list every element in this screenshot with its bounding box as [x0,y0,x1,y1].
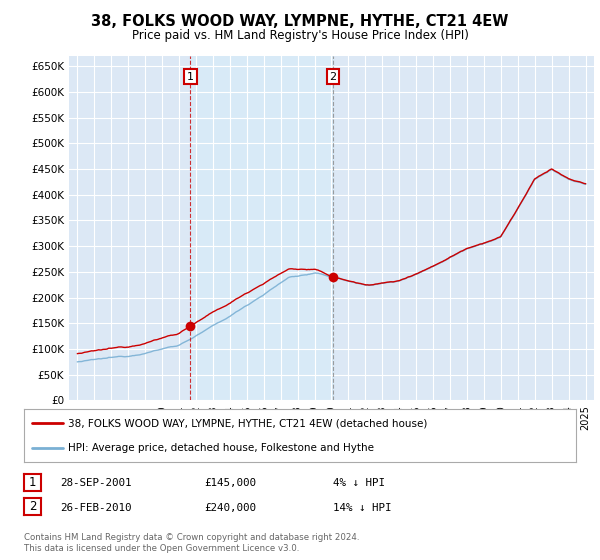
Text: 2: 2 [29,500,36,514]
Text: 14% ↓ HPI: 14% ↓ HPI [333,503,392,513]
Text: 1: 1 [29,475,36,489]
Text: Contains HM Land Registry data © Crown copyright and database right 2024.
This d: Contains HM Land Registry data © Crown c… [24,533,359,553]
Text: 38, FOLKS WOOD WAY, LYMPNE, HYTHE, CT21 4EW (detached house): 38, FOLKS WOOD WAY, LYMPNE, HYTHE, CT21 … [68,418,428,428]
Text: 4% ↓ HPI: 4% ↓ HPI [333,478,385,488]
Text: £145,000: £145,000 [204,478,256,488]
Text: 28-SEP-2001: 28-SEP-2001 [60,478,131,488]
Text: £240,000: £240,000 [204,503,256,513]
Text: 2: 2 [329,72,337,82]
Bar [190,56,333,400]
Text: 1: 1 [187,72,194,82]
Text: 26-FEB-2010: 26-FEB-2010 [60,503,131,513]
Text: HPI: Average price, detached house, Folkestone and Hythe: HPI: Average price, detached house, Folk… [68,442,374,452]
Text: 38, FOLKS WOOD WAY, LYMPNE, HYTHE, CT21 4EW: 38, FOLKS WOOD WAY, LYMPNE, HYTHE, CT21 … [91,14,509,29]
Text: Price paid vs. HM Land Registry's House Price Index (HPI): Price paid vs. HM Land Registry's House … [131,29,469,42]
